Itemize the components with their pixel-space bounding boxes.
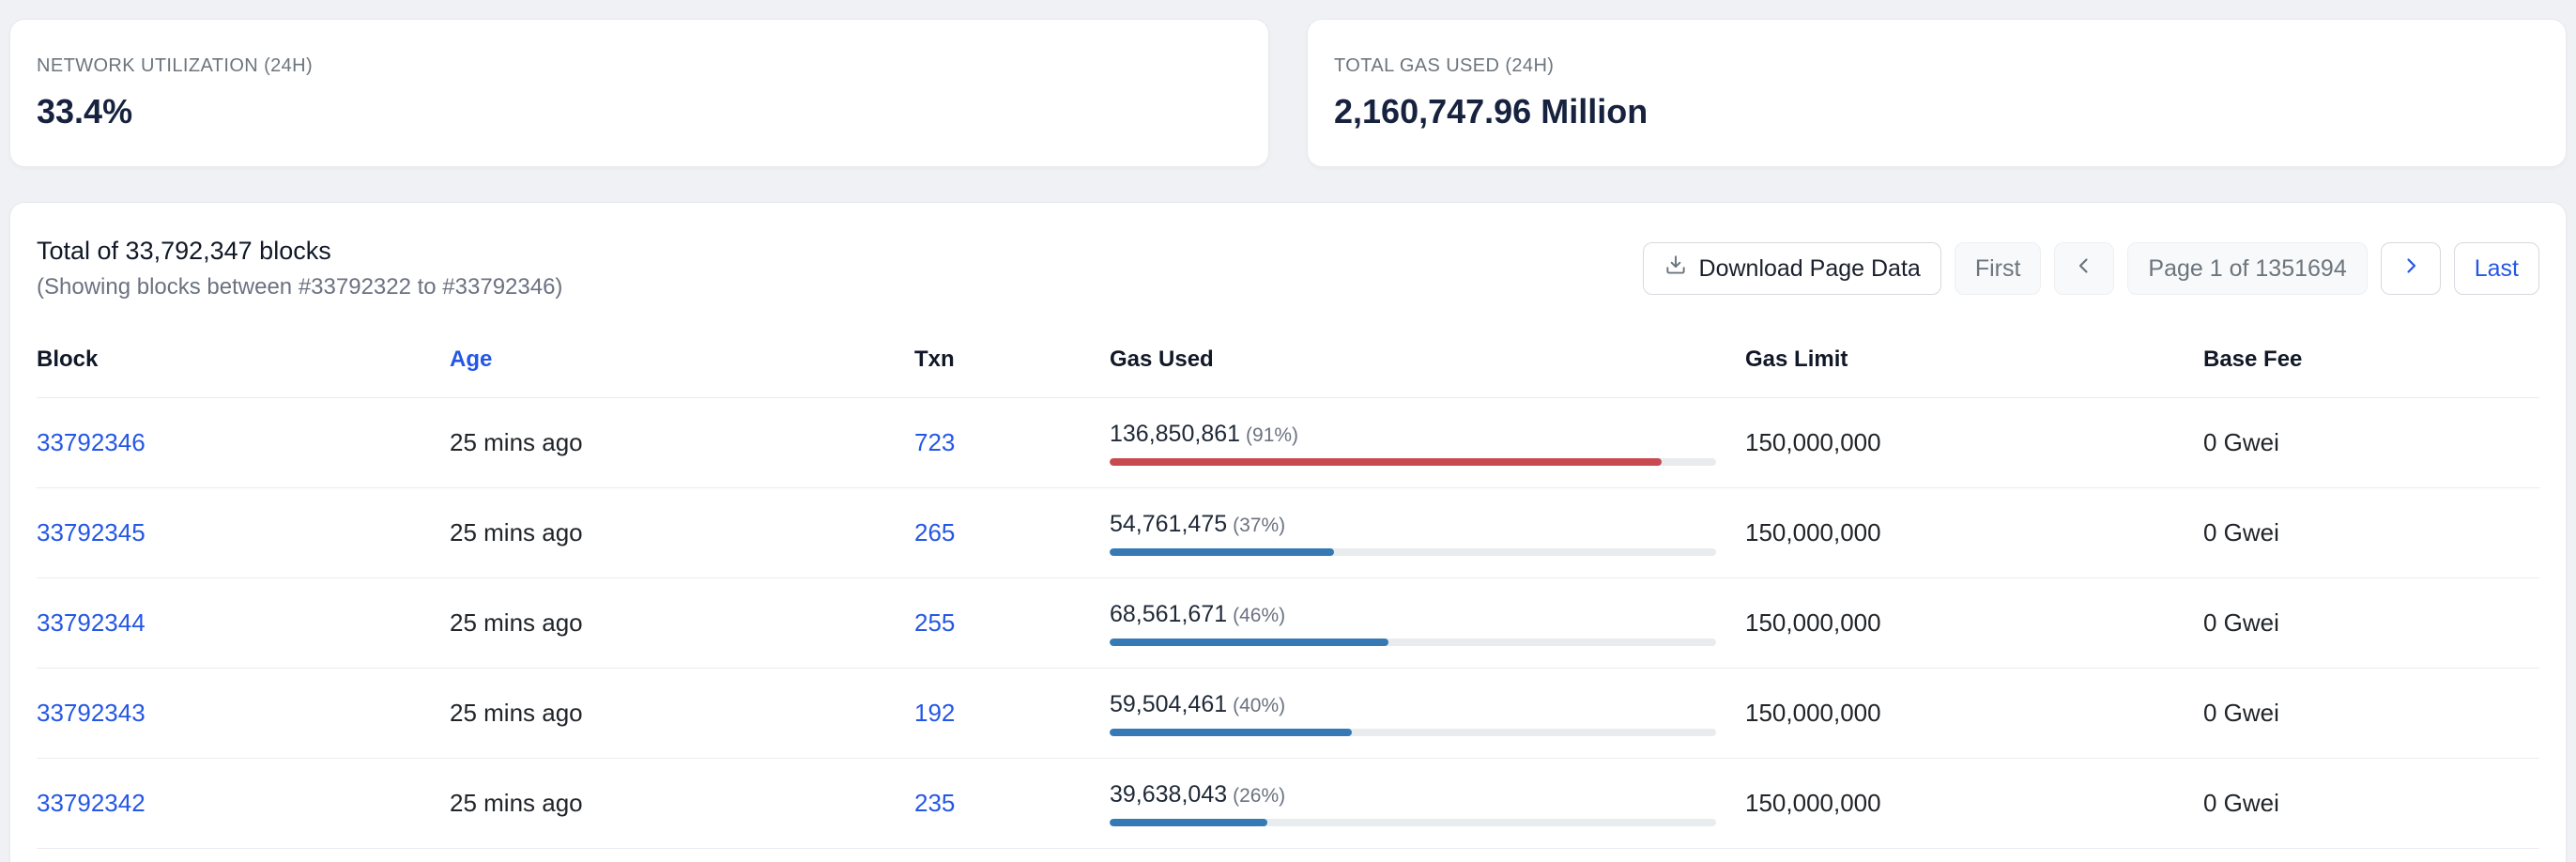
panel-subtitle: (Showing blocks between #33792322 to #33… [37, 274, 563, 300]
gas-used-value: 54,761,475 [1110, 510, 1228, 537]
base-fee-cell: 0 Gwei [2203, 608, 2279, 637]
base-fee-cell: 0 Gwei [2203, 518, 2279, 546]
panel-header: Total of 33,792,347 blocks (Showing bloc… [37, 237, 2539, 300]
gas-used-percent: (40%) [1233, 694, 1286, 716]
gas-used-percent: (91%) [1246, 423, 1299, 446]
first-page-label: First [1974, 254, 2021, 282]
gas-progress-fill [1110, 638, 1389, 646]
gas-progress-track [1110, 818, 1716, 826]
chevron-left-icon [2073, 254, 2095, 284]
base-fee-cell: 0 Gwei [2203, 699, 2279, 727]
age-cell: 25 mins ago [450, 789, 583, 817]
table-row: 33792344 25 mins ago 255 68,561,671 (46%)… [37, 578, 2539, 669]
blocks-panel: Total of 33,792,347 blocks (Showing bloc… [9, 202, 2567, 862]
column-header-txn: Txn [914, 346, 955, 372]
column-header-gas-limit: Gas Limit [1745, 346, 1848, 372]
gas-limit-cell: 150,000,000 [1745, 699, 1881, 727]
gas-progress-track [1110, 638, 1716, 646]
total-gas-used-value: 2,160,747.96 Million [1334, 91, 1648, 131]
network-utilization-card: NETWORK UTILIZATION (24H) 33.4% [9, 19, 1269, 167]
block-link[interactable]: 33792343 [37, 699, 146, 727]
txn-count-link[interactable]: 265 [914, 518, 956, 546]
network-utilization-value: 33.4% [37, 91, 133, 131]
table-row: 33792343 25 mins ago 192 59,504,461 (40%)… [37, 669, 2539, 759]
gas-limit-cell: 150,000,000 [1745, 518, 1881, 546]
gas-used-value: 68,561,671 [1110, 600, 1228, 627]
gas-used-percent: (37%) [1233, 514, 1286, 536]
gas-used-percent: (26%) [1233, 784, 1286, 807]
gas-used-cell: 59,504,461 (40%) [1110, 691, 1745, 736]
page-indicator: Page 1 of 1351694 [2127, 242, 2368, 295]
last-page-label: Last [2474, 254, 2519, 282]
gas-progress-track [1110, 457, 1716, 466]
table-row: 33792346 25 mins ago 723 136,850,861 (91%… [37, 398, 2539, 488]
block-link[interactable]: 33792344 [37, 608, 146, 637]
age-cell: 25 mins ago [450, 608, 583, 637]
column-header-base-fee: Base Fee [2203, 346, 2303, 372]
first-page-button[interactable]: First [1954, 242, 2042, 295]
download-page-data-label: Download Page Data [1698, 254, 1921, 282]
gas-used-value: 59,504,461 [1110, 690, 1228, 717]
column-header-gas-used: Gas Used [1110, 346, 1214, 372]
age-cell: 25 mins ago [450, 518, 583, 546]
gas-used-value: 39,638,043 [1110, 780, 1228, 808]
last-page-button[interactable]: Last [2453, 242, 2539, 295]
gas-progress-fill [1110, 457, 1662, 466]
page-indicator-label: Page 1 of 1351694 [2148, 254, 2347, 282]
gas-used-cell: 136,850,861 (91%) [1110, 421, 1745, 466]
txn-count-link[interactable]: 723 [914, 428, 956, 456]
block-link[interactable]: 33792342 [37, 789, 146, 817]
gas-limit-cell: 150,000,000 [1745, 608, 1881, 637]
column-header-block: Block [37, 346, 99, 372]
gas-progress-fill [1110, 818, 1267, 826]
total-gas-used-card: TOTAL GAS USED (24H) 2,160,747.96 Millio… [1307, 19, 2567, 167]
gas-used-percent: (46%) [1233, 604, 1286, 626]
block-link[interactable]: 33792346 [37, 428, 146, 456]
gas-limit-cell: 150,000,000 [1745, 789, 1881, 817]
txn-count-link[interactable]: 235 [914, 789, 956, 817]
table-header-row: Block Age Txn Gas Used Gas Limit Base Fe… [37, 321, 2539, 398]
chevron-right-icon [2400, 254, 2422, 284]
gas-limit-cell: 150,000,000 [1745, 428, 1881, 456]
stats-row: NETWORK UTILIZATION (24H) 33.4% TOTAL GA… [0, 0, 2576, 167]
block-link[interactable]: 33792345 [37, 518, 146, 546]
gas-progress-track [1110, 728, 1716, 736]
base-fee-cell: 0 Gwei [2203, 428, 2279, 456]
table-row: 33792345 25 mins ago 265 54,761,475 (37%)… [37, 488, 2539, 578]
total-gas-used-label: TOTAL GAS USED (24H) [1334, 54, 1555, 76]
pagination-toolbar: Download Page Data First Page 1 of 13516… [1642, 242, 2539, 295]
gas-used-value: 136,850,861 [1110, 420, 1241, 447]
previous-page-button[interactable] [2054, 242, 2115, 295]
table-row: 33792342 25 mins ago 235 39,638,043 (26%)… [37, 759, 2539, 849]
panel-title: Total of 33,792,347 blocks [37, 237, 331, 265]
age-cell: 25 mins ago [450, 699, 583, 727]
download-page-data-button[interactable]: Download Page Data [1642, 242, 1941, 295]
txn-count-link[interactable]: 255 [914, 608, 956, 637]
txn-count-link[interactable]: 192 [914, 699, 956, 727]
panel-title-block: Total of 33,792,347 blocks (Showing bloc… [37, 237, 562, 300]
age-cell: 25 mins ago [450, 428, 583, 456]
gas-progress-track [1110, 547, 1716, 556]
gas-used-cell: 68,561,671 (46%) [1110, 601, 1745, 646]
gas-used-cell: 39,638,043 (26%) [1110, 781, 1745, 826]
download-icon [1664, 254, 1688, 285]
gas-progress-fill [1110, 547, 1335, 556]
base-fee-cell: 0 Gwei [2203, 789, 2279, 817]
gas-used-cell: 54,761,475 (37%) [1110, 511, 1745, 556]
next-page-button[interactable] [2380, 242, 2441, 295]
network-utilization-label: NETWORK UTILIZATION (24H) [37, 54, 314, 76]
column-header-age[interactable]: Age [450, 346, 493, 372]
gas-progress-fill [1110, 728, 1353, 736]
